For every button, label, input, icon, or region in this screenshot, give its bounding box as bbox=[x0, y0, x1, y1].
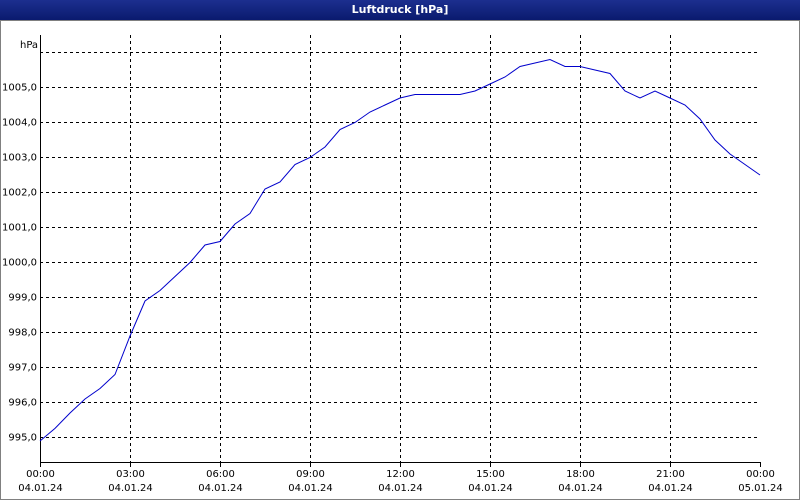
y-tick-label: 1001,0 bbox=[2, 223, 37, 234]
x-tick-label: 00:00 bbox=[746, 469, 775, 480]
x-tick-label: 09:00 bbox=[296, 469, 325, 480]
x-tick-date: 04.01.24 bbox=[108, 483, 153, 494]
x-tick-label: 12:00 bbox=[386, 469, 415, 480]
x-tick-date: 04.01.24 bbox=[18, 483, 63, 494]
x-tick-label: 03:00 bbox=[116, 469, 145, 480]
x-tick-date: 04.01.24 bbox=[378, 483, 423, 494]
x-tick-date: 04.01.24 bbox=[288, 483, 333, 494]
y-tick-label: 1004,0 bbox=[2, 118, 37, 129]
x-tick-label: 00:00 bbox=[26, 469, 55, 480]
y-axis-unit: hPa bbox=[20, 40, 38, 51]
x-tick-label: 21:00 bbox=[656, 469, 685, 480]
x-tick-date: 04.01.24 bbox=[648, 483, 693, 494]
chart: hPa 995,0 996,0 997,0 998,0 999,0 1000,0 1001,… bbox=[0, 20, 800, 500]
x-tick-date: 04.01.24 bbox=[468, 483, 513, 494]
x-tick-date: 04.01.24 bbox=[558, 483, 603, 494]
y-tick-label: 1002,0 bbox=[2, 188, 37, 199]
y-tick-label: 1005,0 bbox=[2, 83, 37, 94]
x-tick-date: 04.01.24 bbox=[198, 483, 243, 494]
chart-title: Luftdruck [hPa] bbox=[0, 0, 800, 20]
y-tick-label: 996,0 bbox=[8, 398, 37, 409]
y-tick-label: 1000,0 bbox=[2, 258, 37, 269]
line-series bbox=[39, 58, 761, 442]
x-tick-label: 06:00 bbox=[206, 469, 235, 480]
x-tick-label: 15:00 bbox=[476, 469, 505, 480]
x-tick-label: 18:00 bbox=[566, 469, 595, 480]
y-tick-label: 995,0 bbox=[8, 433, 37, 444]
y-tick-label: 997,0 bbox=[8, 363, 37, 374]
y-tick-label: 999,0 bbox=[8, 293, 37, 304]
y-tick-label: 998,0 bbox=[8, 328, 37, 339]
y-tick-label: 1003,0 bbox=[2, 153, 37, 164]
x-tick-date: 05.01.24 bbox=[738, 483, 783, 494]
